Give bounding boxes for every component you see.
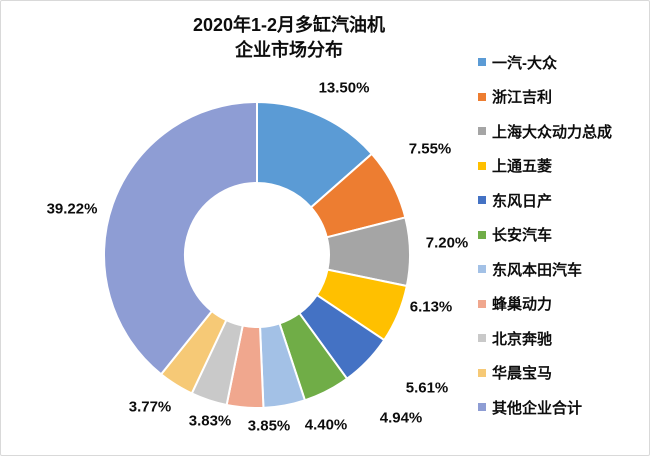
legend-marker-icon bbox=[478, 161, 486, 170]
legend-item-1: 一汽-大众 bbox=[478, 52, 612, 72]
legend-label: 蜂巢动力 bbox=[492, 296, 553, 313]
legend-marker-icon bbox=[478, 230, 486, 239]
legend-item-4: 上通五菱 bbox=[478, 156, 612, 176]
legend-label: 北京奔驰 bbox=[492, 330, 553, 348]
legend-marker-icon bbox=[478, 127, 486, 135]
legend-label: 一汽-大众 bbox=[492, 54, 557, 72]
legend-item-3: 上海大众动力总成 bbox=[478, 121, 612, 141]
data-label-1: 13.50% bbox=[318, 79, 370, 97]
legend-marker-icon bbox=[478, 265, 486, 273]
legend-item-9: 北京奔驰 bbox=[478, 328, 612, 348]
chart-title: 2020年1-2月多缸汽油机 企业市场分布 bbox=[89, 13, 489, 63]
legend-marker-icon bbox=[478, 299, 486, 308]
legend-label: 长安汽车 bbox=[492, 227, 553, 244]
legend-marker-icon bbox=[478, 196, 486, 204]
data-label-4: 6.13% bbox=[409, 298, 453, 316]
data-label-5: 5.61% bbox=[405, 379, 449, 397]
legend-item-10: 华晨宝马 bbox=[478, 363, 612, 383]
data-label-9: 3.83% bbox=[188, 412, 232, 430]
legend-item-11: 其他企业合计 bbox=[478, 397, 612, 417]
pie-slice-11 bbox=[103, 101, 258, 376]
data-label-10: 3.77% bbox=[128, 398, 172, 416]
legend-label: 华晨宝马 bbox=[492, 365, 553, 382]
data-label-7: 4.40% bbox=[304, 416, 348, 434]
legend-label: 其他企业合计 bbox=[492, 399, 583, 417]
legend-label: 东风本田汽车 bbox=[492, 261, 583, 279]
legend-marker-icon bbox=[478, 368, 486, 377]
legend-item-7: 东风本田汽车 bbox=[478, 259, 612, 279]
legend-item-6: 长安汽车 bbox=[478, 225, 612, 245]
data-label-11: 39.22% bbox=[46, 200, 98, 218]
data-label-3: 7.20% bbox=[425, 234, 469, 252]
legend-label: 上通五菱 bbox=[492, 158, 553, 175]
data-label-2: 7.55% bbox=[408, 140, 452, 158]
data-label-6: 4.94% bbox=[379, 409, 423, 427]
legend: 一汽-大众浙江吉利上海大众动力总成 上通五菱东风日产长安汽车东风本田汽车 蜂巢动力北… bbox=[478, 52, 612, 432]
legend-label: 浙江吉利 bbox=[492, 89, 553, 106]
data-label-8: 3.85% bbox=[247, 417, 291, 435]
legend-marker-icon bbox=[478, 403, 486, 411]
legend-marker-icon bbox=[478, 92, 486, 101]
legend-item-2: 浙江吉利 bbox=[478, 87, 612, 107]
chart-title-line2: 企业市场分布 bbox=[235, 40, 343, 60]
legend-item-5: 东风日产 bbox=[478, 190, 612, 210]
legend-marker-icon bbox=[478, 334, 486, 342]
legend-item-8: 蜂巢动力 bbox=[478, 294, 612, 314]
legend-label: 东风日产 bbox=[492, 192, 553, 210]
legend-marker-icon bbox=[478, 58, 486, 66]
legend-label: 上海大众动力总成 bbox=[492, 123, 613, 141]
chart-title-line1: 2020年1-2月多缸汽油机 bbox=[192, 15, 386, 35]
